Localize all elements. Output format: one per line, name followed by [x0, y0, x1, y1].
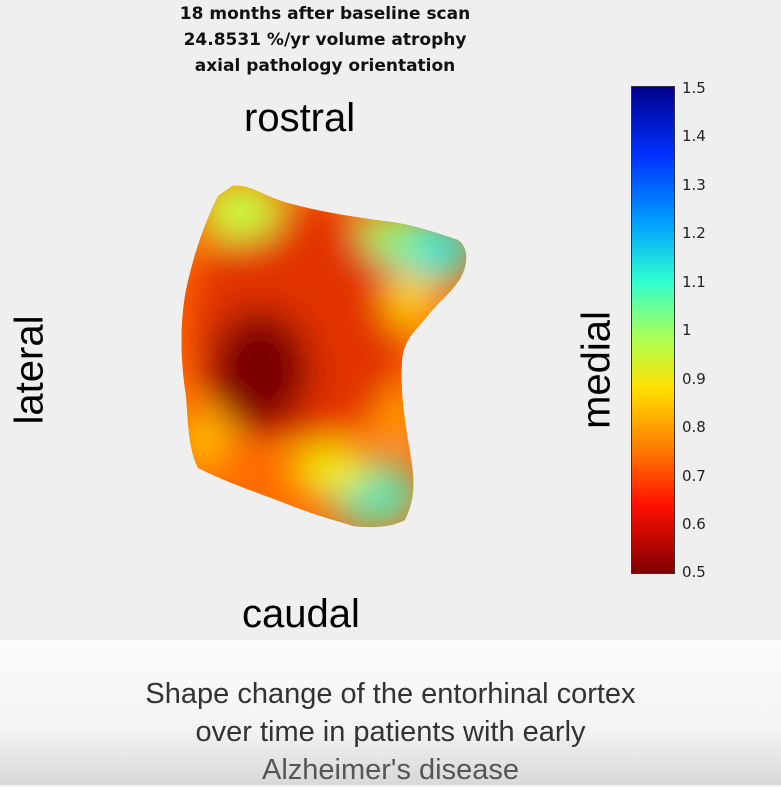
- figure-panel: 18 months after baseline scan 24.8531 %/…: [7, 4, 706, 636]
- colorbar: [631, 86, 675, 574]
- colorbar-tick-label: 1.2: [682, 224, 706, 242]
- colorbar-tick-label: 1: [682, 321, 692, 339]
- colorbar-tick-label: 0.8: [682, 418, 706, 436]
- entorhinal-cortex-surface: [181, 185, 467, 528]
- figure-title-line-2: 24.8531 %/yr volume atrophy: [183, 30, 467, 50]
- colorbar-tick-label: 0.9: [682, 370, 706, 388]
- colorbar-tick-label: 1.1: [682, 273, 706, 291]
- colorbar-tick-label: 1.3: [682, 176, 706, 194]
- caption-line-1: Shape change of the entorhinal cortex: [145, 678, 636, 710]
- colorbar-tick-label: 1.5: [682, 79, 706, 97]
- video-caption: Shape change of the entorhinal cortex ov…: [0, 640, 781, 786]
- caption-line-3: Alzheimer's disease: [262, 754, 519, 786]
- colorbar-tick-label: 0.5: [682, 563, 706, 581]
- figure-title-line-3: axial pathology orientation: [194, 56, 456, 76]
- figure-title-line-1: 18 months after baseline scan: [179, 4, 471, 24]
- orientation-label-caudal: caudal: [242, 592, 360, 636]
- caption-line-2: over time in patients with early: [195, 716, 586, 748]
- orientation-label-rostral: rostral: [244, 96, 356, 140]
- colorbar-tick-label: 0.7: [682, 467, 706, 485]
- colorbar-tick-label: 0.6: [682, 515, 706, 533]
- colorbar-tick-label: 1.4: [682, 127, 706, 145]
